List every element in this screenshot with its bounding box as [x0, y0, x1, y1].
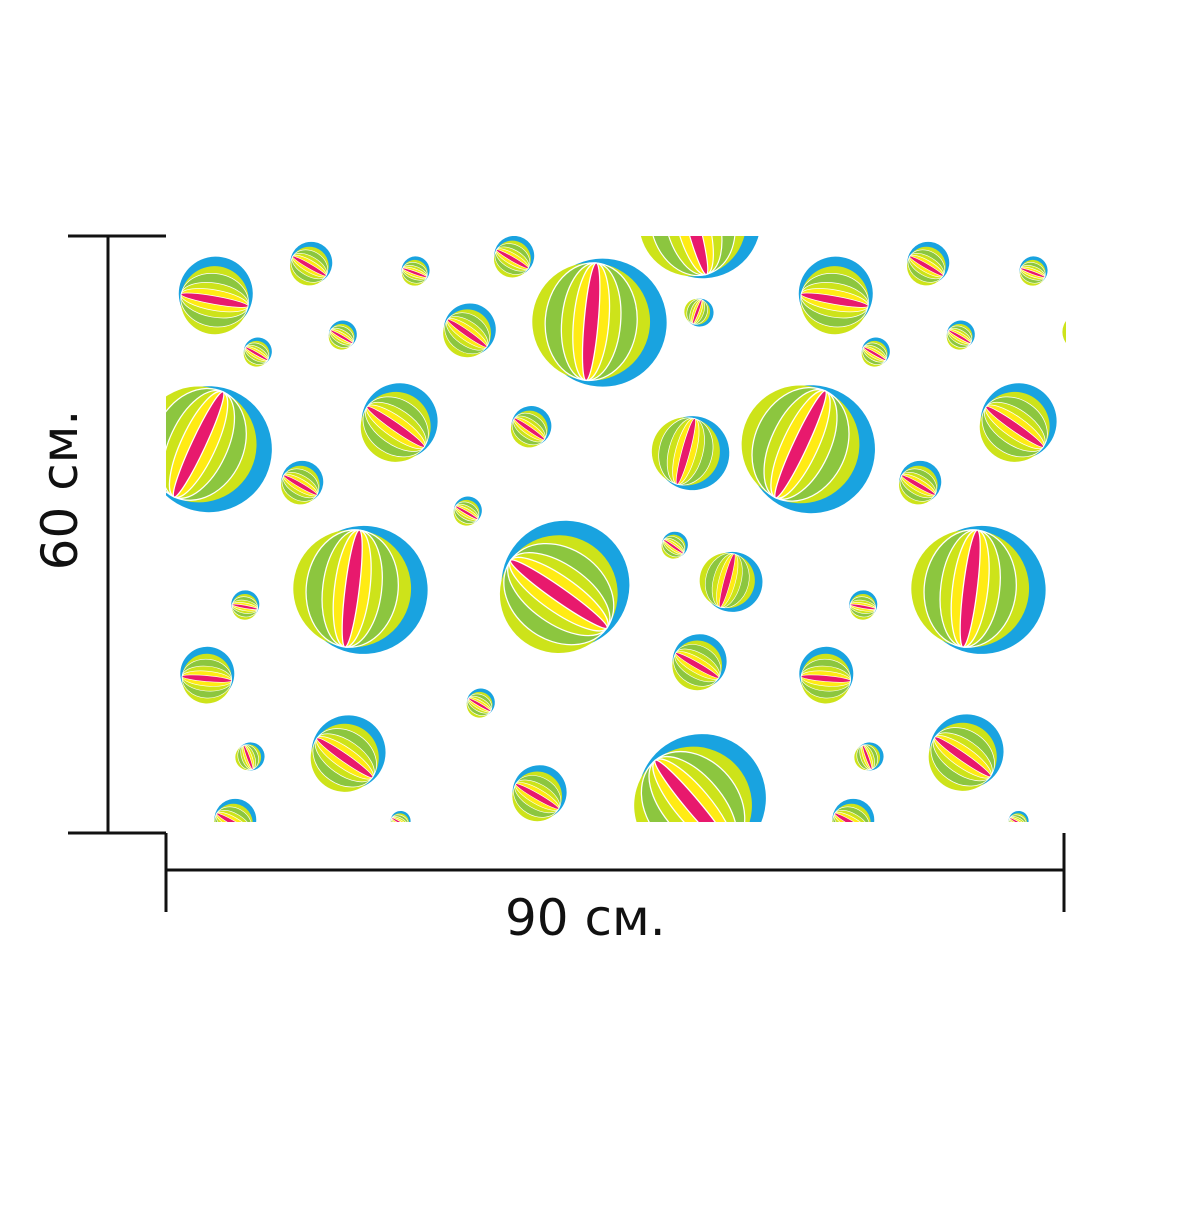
- beach-ball: [1008, 810, 1029, 822]
- beach-ball: [899, 460, 942, 505]
- beach-ball: [214, 798, 257, 822]
- beach-ball: [634, 734, 766, 822]
- beach-ball: [799, 646, 854, 704]
- beach-ball: [854, 742, 884, 771]
- beach-ball: [979, 383, 1057, 462]
- beach-ball: [832, 798, 875, 822]
- beach-ball: [390, 810, 411, 822]
- beach-ball: [453, 496, 482, 526]
- beach-ball: [499, 520, 630, 654]
- beach-ball: [651, 416, 730, 491]
- beach-ball: [235, 742, 265, 771]
- width-label: 90 см.: [505, 889, 666, 947]
- beach-ball: [1062, 321, 1066, 343]
- beach-ball: [849, 590, 878, 620]
- beach-ball: [911, 525, 1046, 654]
- beach-ball: [281, 460, 324, 505]
- beach-ball: [798, 256, 873, 335]
- beach-ball: [180, 646, 235, 704]
- beach-ball: [401, 256, 430, 286]
- beach-ball: [928, 714, 1004, 791]
- beach-ball: [443, 303, 496, 358]
- beach-ball: [1019, 256, 1048, 286]
- beach-ball: [672, 634, 727, 691]
- beach-ball: [166, 386, 272, 513]
- beach-ball: [639, 236, 761, 279]
- fabric-pattern: [166, 236, 1066, 822]
- beach-ball: [699, 551, 763, 612]
- beach-ball: [231, 590, 260, 620]
- beach-ball: [494, 236, 535, 278]
- beach-ball: [907, 241, 950, 286]
- beach-ball: [290, 241, 333, 286]
- dimension-lines: [68, 234, 1066, 912]
- beach-ball: [178, 256, 253, 335]
- beach-ball: [946, 320, 975, 350]
- beach-ball: [510, 406, 552, 448]
- beach-ball: [861, 337, 890, 367]
- beach-ball: [661, 531, 688, 559]
- beach-ball: [360, 383, 438, 462]
- beach-ball: [512, 765, 567, 822]
- beach-ball: [466, 688, 495, 718]
- beach-ball: [243, 337, 272, 367]
- beach-ball: [310, 715, 386, 792]
- beach-ball: [328, 320, 357, 350]
- height-label: 60 см.: [31, 409, 89, 571]
- beach-ball: [532, 258, 667, 387]
- beach-ball: [293, 525, 428, 654]
- beach-ball: [741, 385, 875, 514]
- beach-ball: [684, 298, 714, 327]
